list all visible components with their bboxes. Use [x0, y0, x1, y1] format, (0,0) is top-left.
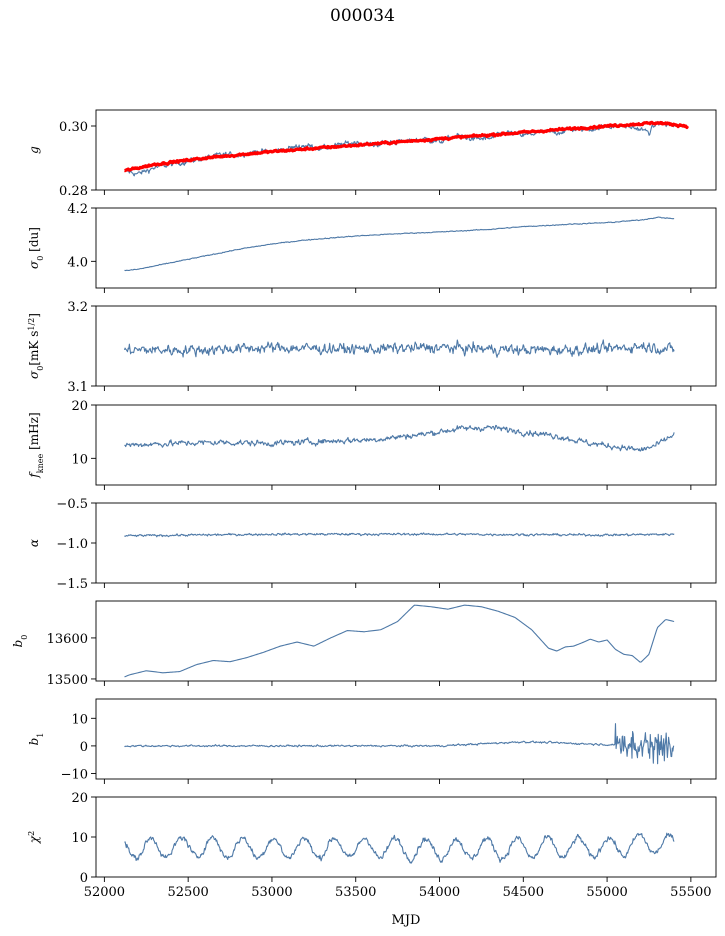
panel-frame	[95, 404, 717, 486]
y-tick-label: 13500	[47, 673, 88, 688]
y-axis-label: α	[27, 539, 41, 547]
x-tick-label: 54500	[503, 885, 544, 900]
data-series-line	[124, 424, 675, 452]
y-axis-label: fknee [mHz]	[27, 412, 45, 478]
data-series-line	[124, 832, 675, 864]
panel-frame	[95, 698, 717, 780]
figure-title: 000034	[330, 6, 395, 26]
y-axis-label: b0	[11, 635, 29, 648]
x-tick-label: 55500	[670, 885, 711, 900]
panel-4: 10 20 fknee [mHz]	[27, 399, 717, 490]
y-tick-label: 0	[80, 740, 88, 755]
panel-7: −10 0 10 b1	[27, 698, 717, 784]
y-axis-label: b1	[27, 733, 45, 746]
model-line	[123, 120, 689, 173]
panel-frame	[95, 796, 717, 878]
panel-frame	[95, 207, 717, 289]
panel-6: 13500 13600 b0	[11, 600, 717, 688]
y-tick-label: 20	[71, 399, 88, 414]
y-tick-label: −1.0	[56, 537, 88, 552]
y-axis-label: χ2	[27, 831, 42, 844]
y-tick-label: 0.30	[59, 120, 88, 135]
panel-5: −1.5 −1.0 −0.5 α	[27, 497, 717, 592]
panel-frame	[95, 502, 717, 584]
y-tick-label: 3.1	[67, 380, 88, 395]
data-series-line	[124, 216, 675, 272]
x-axis-label: MJD	[392, 913, 421, 928]
y-axis-label: σ0 [du]	[27, 227, 45, 269]
y-tick-label: 4.2	[67, 202, 88, 217]
x-tick-label: 54000	[419, 885, 460, 900]
y-tick-label: 10	[71, 712, 88, 727]
panel-1: 0.28 0.30 g	[27, 109, 717, 199]
y-tick-label: 13600	[47, 632, 88, 647]
panel-frame	[95, 600, 717, 682]
y-axis-label: g	[27, 146, 41, 154]
y-tick-label: 4.0	[67, 255, 88, 270]
y-tick-label: 0	[80, 871, 88, 886]
panel-2: 4.0 4.2 σ0 [du]	[27, 202, 717, 293]
y-tick-label: 10	[71, 452, 88, 467]
data-series-line	[124, 120, 675, 177]
data-series-line	[124, 532, 675, 538]
y-tick-label: −0.5	[56, 497, 88, 512]
x-tick-label: 52000	[84, 885, 125, 900]
y-tick-label: 0.28	[59, 184, 88, 199]
data-series-line	[123, 339, 675, 358]
x-tick-label: 53000	[251, 885, 292, 900]
panel-3: 3.1 3.2 σ0[mK s1/2]	[27, 300, 717, 395]
panel-frame	[95, 305, 717, 387]
y-tick-label: 3.2	[67, 300, 88, 315]
y-tick-label: −10	[61, 767, 88, 782]
y-tick-label: −1.5	[56, 577, 88, 592]
y-axis-label: σ0[mK s1/2]	[27, 313, 45, 379]
data-series-line	[124, 723, 675, 765]
y-tick-label: 20	[71, 791, 88, 806]
panel-frame	[95, 109, 717, 191]
x-tick-label: 52500	[167, 885, 208, 900]
x-tick-label: 55000	[586, 885, 627, 900]
panel-8: 0 10 20 52000 52500 53000 53500 54000 54500 55000…	[27, 791, 717, 900]
y-tick-label: 10	[71, 831, 88, 846]
x-tick-label: 53500	[335, 885, 376, 900]
data-series-line	[124, 604, 675, 678]
